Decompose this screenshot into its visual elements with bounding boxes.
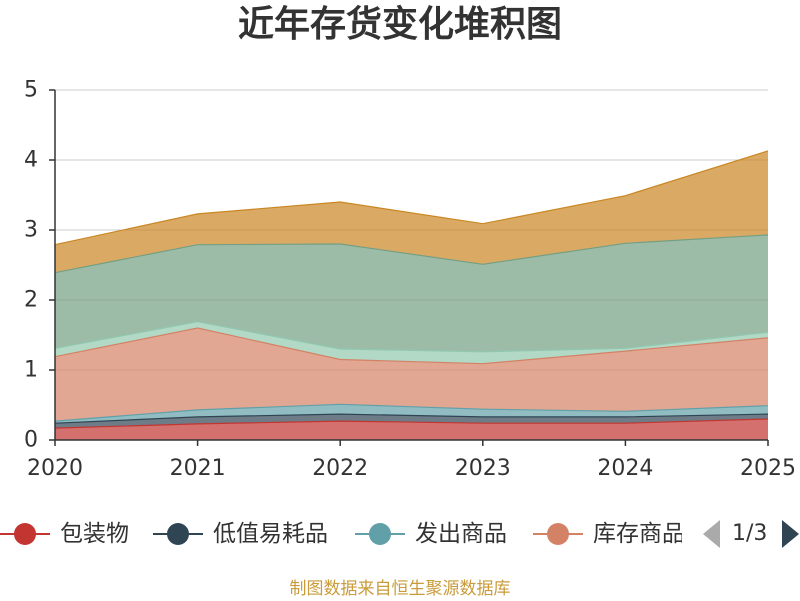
chart-title: 近年存货变化堆积图 bbox=[237, 4, 562, 45]
legend-line-circle-icon bbox=[153, 519, 203, 549]
legend-next-page-icon[interactable] bbox=[782, 520, 799, 548]
y-tick-label: 5 bbox=[24, 78, 38, 103]
legend-dot bbox=[167, 523, 189, 545]
area-series-1 bbox=[55, 419, 768, 440]
legend-dot bbox=[369, 523, 391, 545]
axes bbox=[49, 89, 769, 446]
y-tick-label: 1 bbox=[24, 358, 38, 383]
line-series-1 bbox=[54, 418, 769, 429]
y-tick-label: 4 bbox=[24, 148, 38, 173]
area-series-7 bbox=[55, 150, 768, 273]
line-series-6 bbox=[54, 234, 769, 274]
legend-item-low-value-consumables[interactable]: 低值易耗品 bbox=[153, 519, 328, 549]
area-series-2 bbox=[55, 414, 768, 429]
x-tick-label: 2021 bbox=[170, 456, 226, 481]
series-lines bbox=[54, 150, 769, 429]
stacked-area-chart: 0 1 2 3 4 5 2020 2021 2022 2023 2024 2025 bbox=[24, 78, 796, 482]
legend-dot bbox=[14, 523, 36, 545]
legend-label: 低值易耗品 bbox=[213, 521, 328, 547]
tick-labels: 0 1 2 3 4 5 2020 2021 2022 2023 2024 2025 bbox=[24, 78, 796, 482]
stacked-areas bbox=[55, 150, 768, 440]
y-tick-label: 3 bbox=[24, 218, 38, 243]
legend-page-indicator: 1/3 bbox=[732, 521, 768, 546]
legend-label: 发出商品 bbox=[415, 521, 507, 547]
legend-label: 包装物 bbox=[60, 521, 129, 547]
x-tick-label: 2020 bbox=[27, 456, 83, 481]
area-series-6 bbox=[55, 234, 768, 352]
line-series-5 bbox=[54, 321, 769, 353]
legend-line-circle-icon bbox=[533, 519, 583, 549]
line-series-7 bbox=[54, 150, 769, 246]
legend-label: 库存商品 bbox=[593, 521, 682, 547]
area-series-4 bbox=[55, 328, 768, 422]
legend-prev-page-icon[interactable] bbox=[703, 520, 720, 548]
legend-line-circle-icon bbox=[355, 519, 405, 549]
legend-item-goods-shipped[interactable]: 发出商品 bbox=[355, 519, 507, 549]
legend-dot bbox=[547, 523, 569, 545]
x-tick-label: 2022 bbox=[312, 456, 368, 481]
legend: 包装物 低值易耗品 发出商品 bbox=[0, 519, 800, 549]
line-series-2 bbox=[54, 413, 769, 424]
legend-items: 包装物 低值易耗品 发出商品 bbox=[0, 519, 682, 549]
x-tick-label: 2023 bbox=[455, 456, 511, 481]
data-source-footer: 制图数据来自恒生聚源数据库 bbox=[289, 579, 511, 599]
line-series-4 bbox=[54, 327, 769, 365]
line-series-3 bbox=[54, 403, 769, 422]
x-tick-label: 2025 bbox=[740, 456, 796, 481]
x-tick-label: 2024 bbox=[597, 456, 653, 481]
legend-item-packaging[interactable]: 包装物 bbox=[0, 519, 129, 549]
legend-line-circle-icon bbox=[0, 519, 50, 549]
legend-item-inventory-goods[interactable]: 库存商品 bbox=[533, 519, 682, 549]
y-tick-label: 0 bbox=[24, 428, 38, 453]
area-series-5 bbox=[55, 321, 768, 364]
y-tick-label: 2 bbox=[24, 288, 38, 313]
